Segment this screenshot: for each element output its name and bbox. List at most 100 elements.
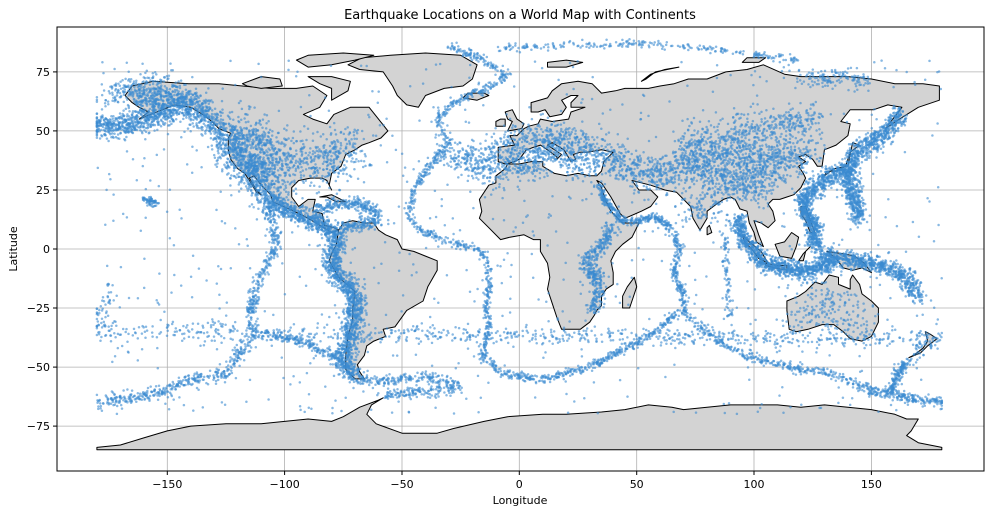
earthquake-point: [333, 171, 337, 174]
earthquake-point: [218, 141, 222, 144]
earthquake-point: [328, 244, 331, 248]
earthquake-point: [265, 138, 268, 142]
earthquake-point: [118, 95, 122, 99]
earthquake-point: [355, 229, 358, 232]
earthquake-point: [284, 186, 288, 189]
earthquake-point: [254, 177, 257, 180]
earthquake-point: [288, 211, 292, 215]
earthquake-point: [155, 103, 158, 106]
earthquake-point: [299, 176, 303, 179]
earthquake-point: [145, 80, 148, 83]
earthquake-point: [358, 230, 361, 234]
earthquake-point: [218, 127, 222, 130]
earthquake-point: [133, 85, 136, 89]
earthquake-point: [294, 159, 298, 163]
earthquake-point: [302, 146, 306, 150]
earthquake-point: [366, 222, 369, 225]
earthquake-point: [346, 153, 349, 157]
earthquake-point: [281, 182, 285, 186]
earthquake-point: [363, 277, 366, 281]
earthquake-point: [238, 148, 242, 152]
earthquake-point: [353, 276, 357, 280]
earthquake-point: [129, 86, 133, 89]
earthquake-point: [243, 154, 247, 158]
earthquake-point: [134, 117, 137, 121]
earthquake-point: [253, 161, 257, 165]
earthquake-point: [215, 159, 219, 163]
earthquake-point: [334, 219, 337, 222]
earthquake-point: [271, 130, 274, 133]
earthquake-point: [131, 122, 135, 125]
earthquake-point: [360, 203, 363, 207]
earthquake-point: [318, 208, 322, 212]
earthquake-point: [154, 111, 158, 114]
earthquake-point: [167, 74, 171, 77]
earthquake-point: [201, 102, 205, 105]
earthquake-point: [337, 150, 340, 154]
earthquake-point: [353, 358, 356, 362]
earthquake-point: [95, 116, 99, 120]
earthquake-point: [344, 344, 348, 347]
earthquake-point: [181, 92, 185, 96]
earthquake-point: [181, 104, 184, 107]
earthquake-point: [151, 97, 154, 100]
earthquake-point: [289, 154, 293, 157]
earthquake-point: [261, 118, 265, 121]
earthquake-point: [121, 112, 124, 116]
earthquake-point: [214, 118, 218, 121]
earthquake-point: [333, 239, 337, 242]
earthquake-point: [341, 223, 344, 226]
earthquake-point: [276, 176, 280, 179]
earthquake-point: [111, 99, 114, 102]
earthquake-point: [352, 160, 356, 164]
earthquake-point: [264, 143, 267, 146]
earthquake-point: [198, 106, 202, 109]
earthquake-point: [320, 224, 324, 228]
earthquake-point: [317, 155, 321, 159]
earthquake-point: [254, 174, 258, 178]
earthquake-point: [268, 148, 271, 152]
earthquake-point: [243, 117, 246, 120]
earthquake-point: [273, 167, 276, 171]
earthquake-point: [294, 161, 297, 165]
earthquake-point: [221, 118, 225, 122]
earthquake-point: [112, 129, 115, 133]
earthquake-point: [342, 370, 346, 374]
earthquake-point: [271, 158, 274, 162]
earthquake-point: [111, 93, 114, 97]
earthquake-point: [163, 115, 167, 119]
earthquake-point: [171, 118, 174, 121]
earthquake-point: [346, 126, 349, 129]
earthquake-point: [374, 211, 377, 214]
earthquake-point: [313, 219, 316, 223]
earthquake-point: [99, 117, 103, 120]
earthquake-point: [346, 336, 349, 339]
earthquake-point: [181, 90, 184, 93]
earthquake-point: [293, 173, 297, 177]
earthquake-point: [342, 198, 345, 202]
earthquake-point: [315, 224, 318, 227]
earthquake-point: [332, 165, 335, 168]
earthquake-point: [321, 162, 325, 166]
earthquake-point: [249, 146, 253, 150]
earthquake-point: [220, 147, 223, 151]
earthquake-point: [320, 233, 323, 236]
earthquake-point: [261, 197, 264, 200]
earthquake-point: [347, 350, 351, 354]
earthquake-point: [254, 147, 258, 151]
earthquake-point: [95, 112, 99, 116]
earthquake-point: [164, 103, 168, 107]
earthquake-point: [327, 227, 330, 230]
earthquake-point: [151, 79, 155, 83]
earthquake-point: [127, 104, 131, 108]
earthquake-point: [304, 227, 308, 230]
earthquake-point: [296, 209, 300, 212]
earthquake-point: [167, 115, 170, 119]
earthquake-point: [254, 183, 258, 186]
earthquake-point: [344, 147, 347, 150]
earthquake-point: [137, 111, 140, 115]
earthquake-point: [280, 159, 284, 163]
earthquake-point: [352, 142, 355, 145]
earthquake-point: [273, 195, 277, 199]
earthquake-point: [330, 281, 334, 284]
